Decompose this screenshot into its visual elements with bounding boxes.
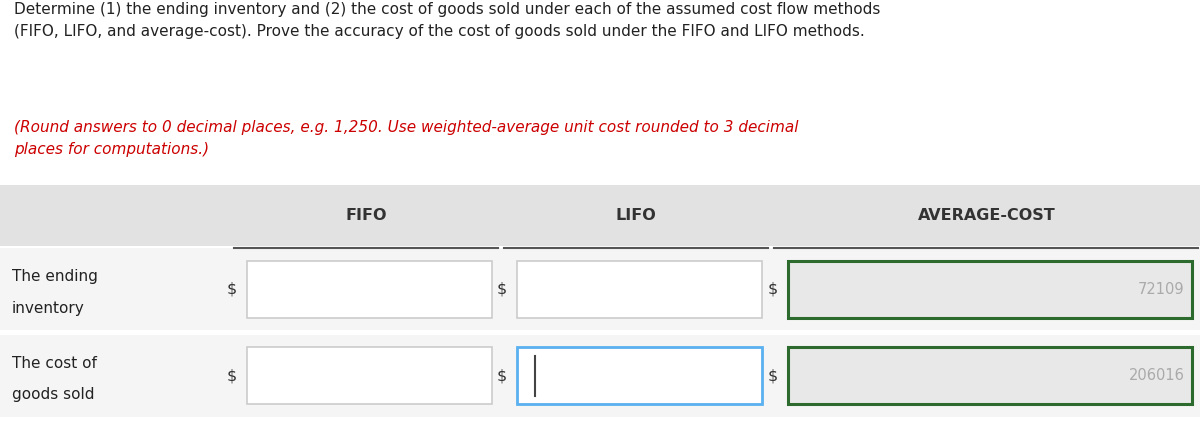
Text: 72109: 72109 [1138, 282, 1184, 297]
Bar [0, 248, 1200, 330]
Text: (Round answers to 0 decimal places, e.g. 1,250. Use weighted-average unit cost r: (Round answers to 0 decimal places, e.g.… [14, 120, 799, 157]
Text: inventory: inventory [12, 301, 85, 316]
Text: FIFO: FIFO [346, 208, 386, 223]
Bar [788, 347, 1192, 404]
Text: Determine (1) the ending inventory and (2) the cost of goods sold under each of : Determine (1) the ending inventory and (… [14, 2, 881, 39]
Text: The ending: The ending [12, 269, 98, 284]
Text: The cost of: The cost of [12, 356, 97, 370]
Bar [247, 347, 492, 404]
Bar [0, 185, 1200, 246]
Text: AVERAGE-COST: AVERAGE-COST [918, 208, 1055, 223]
Bar [788, 261, 1192, 318]
Bar [247, 261, 492, 318]
Text: $: $ [226, 368, 236, 383]
Text: $: $ [767, 368, 778, 383]
Bar [517, 261, 762, 318]
Bar [0, 335, 1200, 417]
Text: $: $ [226, 282, 236, 297]
Text: goods sold: goods sold [12, 387, 95, 402]
Text: LIFO: LIFO [616, 208, 656, 223]
Text: 206016: 206016 [1128, 368, 1184, 383]
Bar [517, 347, 762, 404]
Text: $: $ [496, 282, 506, 297]
Text: $: $ [767, 282, 778, 297]
Text: $: $ [496, 368, 506, 383]
